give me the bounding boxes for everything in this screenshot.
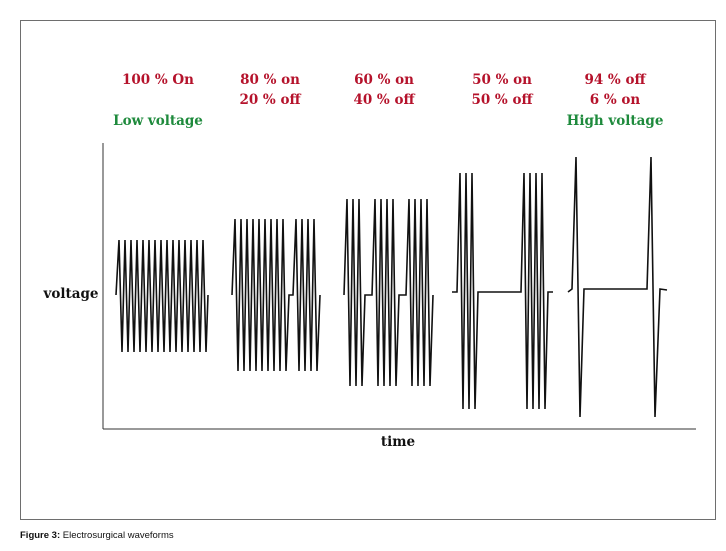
y-axis-label: voltage [43, 286, 99, 302]
panel-1-voltage-tag: Low voltage [113, 113, 203, 129]
panel-1-duty-line1: 100 % On [122, 72, 194, 88]
waveform-60-on [343, 198, 434, 387]
waveform-diagram: voltage time 100 % On Low voltage 80 % o… [43, 72, 696, 450]
waveform-6-on [567, 156, 668, 418]
figure-caption: Figure 3: Electrosurgical waveforms [20, 530, 174, 541]
waveform-100-on [115, 239, 209, 353]
panel-4-duty-line2: 50 % off [471, 92, 533, 108]
panel-5-duty-line1: 94 % off [584, 72, 646, 88]
panel-2-duty-line1: 80 % on [240, 72, 300, 88]
figure-frame: voltage time 100 % On Low voltage 80 % o… [20, 20, 716, 520]
panel-3-duty-line2: 40 % off [353, 92, 415, 108]
waveform-50-on [452, 172, 553, 410]
caption-label: Figure 3: [20, 530, 61, 541]
panel-3-duty-line1: 60 % on [354, 72, 414, 88]
panel-5-voltage-tag: High voltage [567, 113, 664, 129]
caption-text: Electrosurgical waveforms [62, 530, 174, 541]
panel-2-duty-line2: 20 % off [239, 92, 301, 108]
waveform-80-on [231, 218, 321, 372]
panel-5-duty-line2: 6 % on [590, 92, 641, 108]
panel-4-duty-line1: 50 % on [472, 72, 532, 88]
x-axis-label: time [381, 434, 415, 450]
